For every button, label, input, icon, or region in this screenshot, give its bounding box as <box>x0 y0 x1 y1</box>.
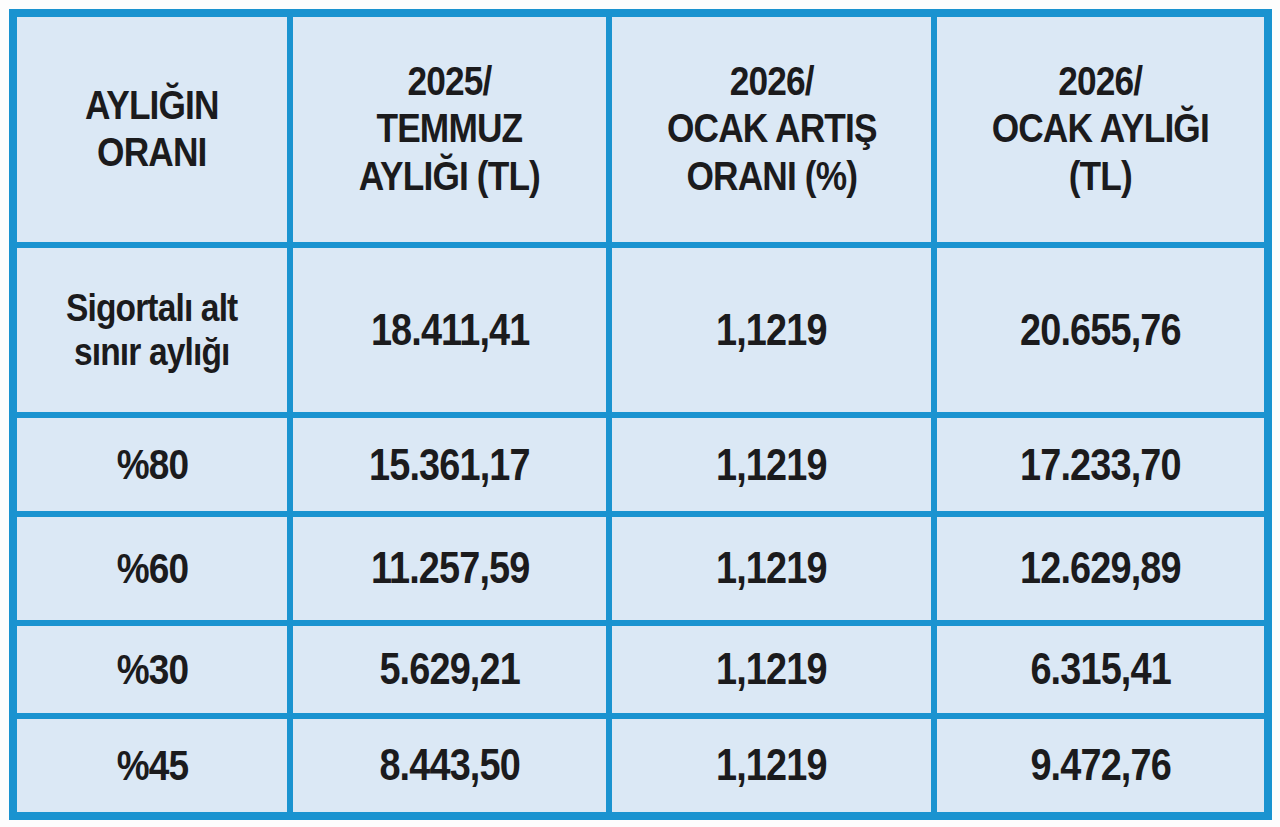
row-label: %80 <box>116 440 187 489</box>
value-cell-temmuz-2025: 8.443,50 <box>293 719 606 812</box>
column-header-2026-ocak-ayligi: 2026/ OCAK AYLIĞI (TL) <box>937 17 1264 242</box>
value-cell-artis-orani: 1,1219 <box>612 248 930 412</box>
pension-table-infographic: AYLIĞIN ORANI 2025/ TEMMUZ AYLIĞI (TL) 2… <box>0 0 1280 827</box>
value-cell-temmuz-2025: 5.629,21 <box>293 626 606 713</box>
value-text: 1,1219 <box>716 644 827 694</box>
column-header-label: 2026/ OCAK ARTIŞ ORANI (%) <box>667 58 876 202</box>
column-header-aylik-orani: AYLIĞIN ORANI <box>17 17 287 242</box>
value-text: 6.315,41 <box>1030 644 1170 694</box>
row-label-cell: %60 <box>17 517 287 619</box>
value-text: 17.233,70 <box>1020 440 1181 490</box>
value-cell-ocak-2026: 9.472,76 <box>937 719 1264 812</box>
value-text: 1,1219 <box>716 305 827 355</box>
value-text: 20.655,76 <box>1020 305 1181 355</box>
value-cell-ocak-2026: 17.233,70 <box>937 418 1264 511</box>
column-header-label: 2026/ OCAK AYLIĞI (TL) <box>992 58 1209 202</box>
value-cell-ocak-2026: 6.315,41 <box>937 626 1264 713</box>
column-header-2026-ocak-artis-orani: 2026/ OCAK ARTIŞ ORANI (%) <box>612 17 930 242</box>
row-label-cell: %80 <box>17 418 287 511</box>
value-cell-artis-orani: 1,1219 <box>612 626 930 713</box>
value-text: 12.629,89 <box>1020 543 1181 593</box>
row-label: %45 <box>116 741 187 790</box>
value-cell-ocak-2026: 20.655,76 <box>937 248 1264 412</box>
pension-table: AYLIĞIN ORANI 2025/ TEMMUZ AYLIĞI (TL) 2… <box>9 9 1272 820</box>
value-cell-temmuz-2025: 11.257,59 <box>293 517 606 619</box>
value-text: 8.443,50 <box>380 740 520 790</box>
column-header-2025-temmuz-ayligi: 2025/ TEMMUZ AYLIĞI (TL) <box>293 17 606 242</box>
value-text: 18.411,41 <box>371 305 530 355</box>
value-cell-temmuz-2025: 15.361,17 <box>293 418 606 511</box>
row-label-cell: %30 <box>17 626 287 713</box>
value-text: 15.361,17 <box>370 440 531 490</box>
value-cell-artis-orani: 1,1219 <box>612 517 930 619</box>
column-header-label: 2025/ TEMMUZ AYLIĞI (TL) <box>359 58 540 202</box>
row-label-cell: %45 <box>17 719 287 812</box>
row-label-cell: Sigortalı alt sınır aylığı <box>17 248 287 412</box>
value-cell-ocak-2026: 12.629,89 <box>937 517 1264 619</box>
value-text: 1,1219 <box>716 543 827 593</box>
value-text: 1,1219 <box>716 440 827 490</box>
value-text: 5.629,21 <box>380 644 520 694</box>
column-header-label: AYLIĞIN ORANI <box>85 82 219 178</box>
value-text: 1,1219 <box>716 740 827 790</box>
value-cell-temmuz-2025: 18.411,41 <box>293 248 606 412</box>
value-cell-artis-orani: 1,1219 <box>612 719 930 812</box>
value-text: 11.257,59 <box>371 543 530 593</box>
row-label: Sigortalı alt sınır aylığı <box>66 286 237 373</box>
value-text: 9.472,76 <box>1030 740 1170 790</box>
value-cell-artis-orani: 1,1219 <box>612 418 930 511</box>
row-label: %60 <box>116 544 187 593</box>
row-label: %30 <box>116 645 187 694</box>
